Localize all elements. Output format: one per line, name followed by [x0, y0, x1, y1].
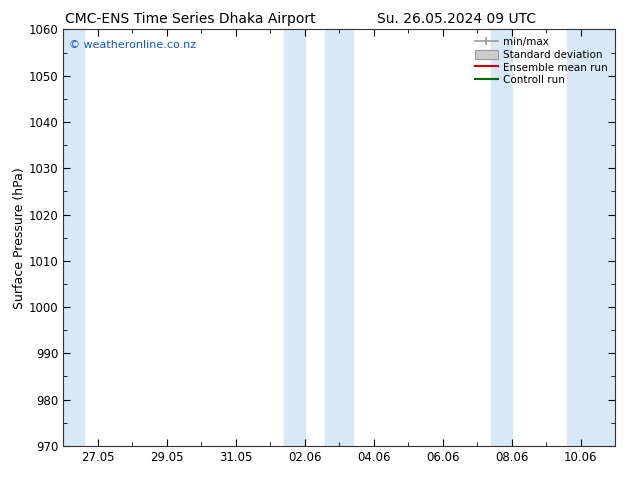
- Y-axis label: Surface Pressure (hPa): Surface Pressure (hPa): [13, 167, 26, 309]
- Bar: [491, 29, 512, 446]
- Legend: min/max, Standard deviation, Ensemble mean run, Controll run: min/max, Standard deviation, Ensemble me…: [473, 35, 610, 88]
- Bar: [567, 29, 615, 446]
- Bar: [63, 29, 84, 446]
- Text: CMC-ENS Time Series Dhaka Airport: CMC-ENS Time Series Dhaka Airport: [65, 12, 316, 26]
- Text: Su. 26.05.2024 09 UTC: Su. 26.05.2024 09 UTC: [377, 12, 536, 26]
- Bar: [325, 29, 353, 446]
- Text: © weatheronline.co.nz: © weatheronline.co.nz: [69, 40, 196, 50]
- Bar: [284, 29, 305, 446]
